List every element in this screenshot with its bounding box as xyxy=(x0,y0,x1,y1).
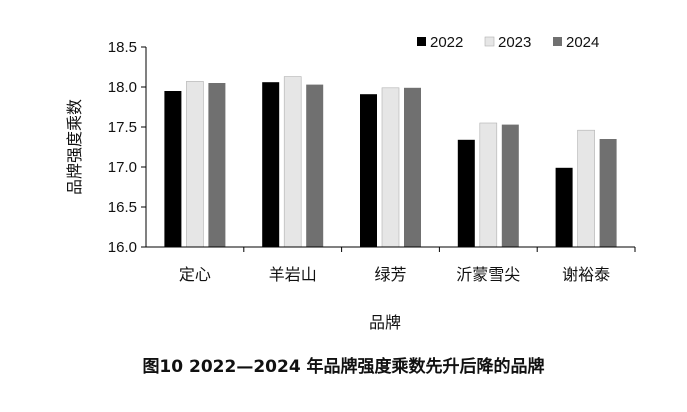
bar-2022-1 xyxy=(262,82,280,247)
bar-2023-4 xyxy=(577,129,595,248)
y-tick-label: 16.0 xyxy=(108,239,137,256)
x-tick-label: 定心 xyxy=(179,265,211,284)
bar-2024-4 xyxy=(599,139,617,247)
bar-2023-0 xyxy=(186,81,204,248)
x-tick-label: 绿芳 xyxy=(374,265,406,284)
bar-2023-3 xyxy=(479,122,498,248)
x-tick-label: 谢裕泰 xyxy=(562,265,610,284)
legend-swatch-2024 xyxy=(553,37,562,46)
bar-chart: 16.016.517.017.518.018.5 定心 羊岩山 绿芳 沂蒙雪尖 谢裕泰 … xyxy=(65,34,636,332)
bars-group xyxy=(164,76,617,248)
figure-caption: 图10 2022—2024 年品牌强度乘数先升后降的品牌 xyxy=(142,357,545,377)
bar-2023-2 xyxy=(381,87,400,248)
bar-2022-4 xyxy=(555,167,573,247)
bar-2024-0 xyxy=(208,83,226,247)
x-axis-title: 品牌 xyxy=(369,313,401,332)
legend-label-2023: 2023 xyxy=(498,34,531,51)
bar-2022-3 xyxy=(457,139,475,247)
legend-label-2024: 2024 xyxy=(566,34,599,51)
bar-2022-0 xyxy=(164,91,182,247)
y-axis-title: 品牌强度乘数 xyxy=(65,99,84,195)
bar-2024-2 xyxy=(404,87,421,247)
x-axis: 定心 羊岩山 绿芳 沂蒙雪尖 谢裕泰 xyxy=(146,246,636,284)
legend-swatch-2022 xyxy=(417,37,426,46)
bar-2023-1 xyxy=(283,76,302,248)
legend-swatch-2023 xyxy=(484,36,495,47)
bar-2024-1 xyxy=(306,84,324,247)
y-tick-label: 18.5 xyxy=(108,39,137,56)
y-tick-label: 18.0 xyxy=(108,79,137,96)
legend-label-2022: 2022 xyxy=(430,34,463,51)
bar-2024-3 xyxy=(501,124,519,247)
y-tick-label: 17.5 xyxy=(108,119,137,136)
y-axis: 16.0 16.5 17.0 17.5 18.0 18.5 xyxy=(108,39,147,256)
legend: 2022 2023 2024 xyxy=(417,34,599,51)
bar-2022-2 xyxy=(360,94,377,247)
y-tick-label: 17.0 xyxy=(108,159,137,176)
x-tick-label: 沂蒙雪尖 xyxy=(456,265,520,284)
x-tick-label: 羊岩山 xyxy=(269,265,317,284)
y-tick-label: 16.5 xyxy=(108,199,137,216)
